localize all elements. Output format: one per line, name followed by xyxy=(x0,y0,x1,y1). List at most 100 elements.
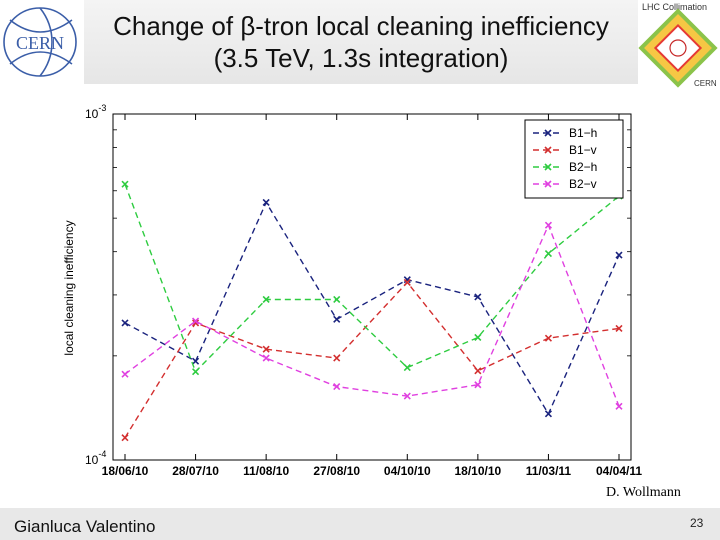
series-line xyxy=(124,200,620,416)
data-point-marker xyxy=(262,295,270,304)
lhc-collimation-logo: LHC Collimation CERN xyxy=(638,0,720,88)
marker-stroke xyxy=(474,367,482,375)
data-point-marker xyxy=(615,324,623,333)
x-tick-label: 18/10/10 xyxy=(454,464,501,478)
data-point-marker xyxy=(121,180,129,188)
footer-bar xyxy=(0,508,720,540)
y-tick-label-exponent: -3 xyxy=(98,103,106,113)
credit-text: D. Wollmann xyxy=(606,485,681,500)
data-point-marker xyxy=(474,381,482,389)
y-tick-label-exponent: -4 xyxy=(98,449,106,459)
data-point-marker xyxy=(615,402,623,410)
data-point-marker xyxy=(544,410,552,418)
data-point-marker xyxy=(333,295,341,304)
marker-stroke xyxy=(615,324,623,333)
x-tick-labels: 18/06/10 28/07/10 11/08/10 27/08/10 04/10/10… xyxy=(102,114,642,478)
data-point-marker xyxy=(544,334,552,342)
data-point-marker xyxy=(121,370,129,378)
data-point-marker xyxy=(544,250,552,258)
x-tick-label: 04/04/11 xyxy=(596,464,642,478)
series-3 xyxy=(121,221,623,410)
series-1 xyxy=(121,278,623,442)
marker-stroke xyxy=(192,317,200,325)
title-band xyxy=(84,0,638,84)
title-line-1: Change of β-tron local cleaning ineffici… xyxy=(113,11,609,41)
data-point-marker xyxy=(333,315,341,323)
data-point-marker xyxy=(192,357,200,365)
marker-stroke xyxy=(262,295,270,304)
marker-stroke xyxy=(192,357,200,365)
marker-stroke xyxy=(403,278,411,286)
data-point-marker xyxy=(192,368,200,376)
data-point-marker xyxy=(474,367,482,375)
marker-stroke xyxy=(262,354,270,362)
lhc-logo-text: LHC Collimation xyxy=(642,2,707,12)
data-point-marker xyxy=(262,354,270,362)
marker-stroke xyxy=(333,383,341,391)
series-line xyxy=(124,183,620,373)
series-line xyxy=(124,223,620,407)
data-point-marker xyxy=(192,317,200,325)
marker-stroke xyxy=(333,354,341,362)
page-number: 23 xyxy=(690,516,704,530)
marker-stroke xyxy=(262,345,270,353)
series-layer xyxy=(121,180,623,442)
slide-title: Change of β-tron local cleaning ineffici… xyxy=(84,10,638,74)
marker-stroke xyxy=(192,319,200,327)
y-tick-label: 10-3 xyxy=(85,103,106,121)
data-point-marker xyxy=(121,434,129,442)
x-tick-label: 28/07/10 xyxy=(172,464,219,478)
data-point-marker xyxy=(262,345,270,353)
marker-stroke xyxy=(544,334,552,342)
legend: B1−h B1−v B2−h B2−v xyxy=(524,119,624,199)
marker-stroke xyxy=(192,368,200,376)
x-tick-label: 04/10/10 xyxy=(384,464,431,478)
legend-label: B2−h xyxy=(569,160,597,174)
marker-stroke xyxy=(615,251,623,259)
data-point-marker xyxy=(192,319,200,327)
marker-stroke xyxy=(544,221,552,229)
chart: local cleaning inefficiency 10-410-3 18/… xyxy=(62,103,642,478)
legend-label: B1−h xyxy=(569,126,597,140)
marker-stroke xyxy=(403,276,411,284)
legend-box xyxy=(524,119,624,199)
data-point-marker xyxy=(121,319,129,327)
title-line-2: (3.5 TeV, 1.3s integration) xyxy=(213,43,509,73)
x-tick-label: 27/08/10 xyxy=(313,464,360,478)
data-point-marker xyxy=(474,333,482,342)
lhc-logo-sub: CERN xyxy=(694,79,717,88)
marker-stroke xyxy=(474,381,482,389)
data-point-marker xyxy=(544,221,552,229)
marker-stroke xyxy=(262,198,270,207)
legend-label: B2−v xyxy=(569,177,597,191)
marker-stroke xyxy=(474,333,482,342)
y-ticks: 10-410-3 xyxy=(85,103,631,467)
marker-stroke xyxy=(544,410,552,418)
marker-stroke xyxy=(121,434,129,442)
cern-logo-text: CERN xyxy=(16,33,64,53)
x-tick-label: 11/03/11 xyxy=(526,464,572,478)
data-point-marker xyxy=(474,293,482,301)
x-tick-label: 11/08/10 xyxy=(243,464,289,478)
cern-logo: CERN xyxy=(3,7,77,77)
marker-stroke xyxy=(474,293,482,301)
data-point-marker xyxy=(262,198,270,207)
series-0 xyxy=(121,198,623,418)
legend-marker xyxy=(544,163,552,171)
series-line xyxy=(124,281,620,439)
marker-stroke xyxy=(333,295,341,304)
slide-header: CERN Change of β-tron local cleaning ine… xyxy=(0,0,720,88)
data-point-marker xyxy=(333,354,341,362)
marker-stroke xyxy=(121,180,129,188)
data-point-marker xyxy=(615,251,623,259)
marker-stroke xyxy=(544,250,552,258)
data-point-marker xyxy=(333,383,341,391)
marker-stroke xyxy=(121,370,129,378)
data-point-marker xyxy=(403,278,411,286)
data-point-marker xyxy=(403,363,411,372)
x-tick-label: 18/06/10 xyxy=(102,464,149,478)
legend-marker xyxy=(544,180,552,188)
marker-stroke xyxy=(615,402,623,410)
marker-stroke xyxy=(403,363,411,372)
legend-marker xyxy=(544,146,552,154)
